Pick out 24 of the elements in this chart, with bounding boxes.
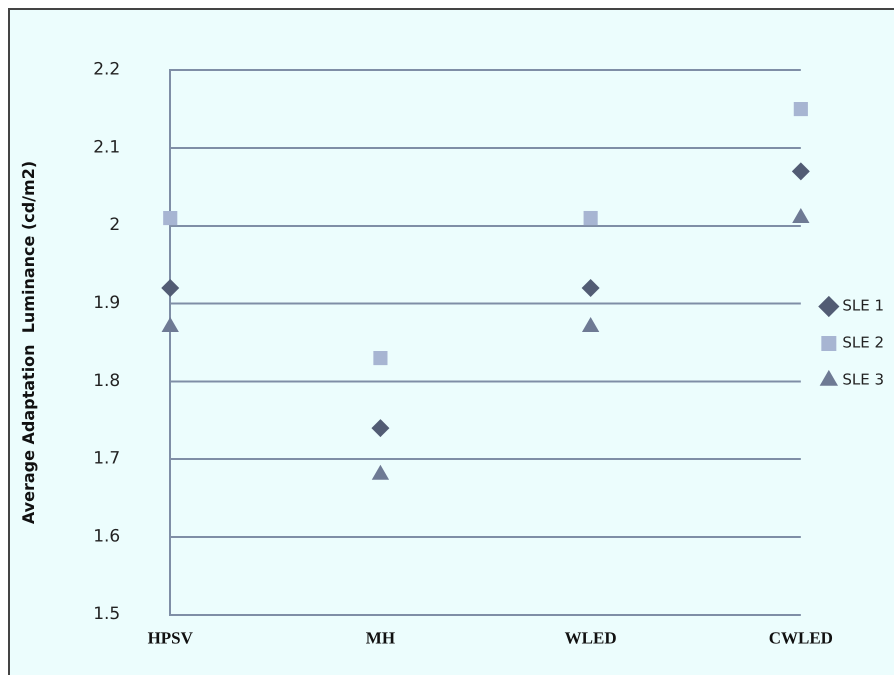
point — [163, 210, 178, 226]
y-tick-label: 2 — [109, 215, 120, 236]
point — [371, 419, 390, 438]
y-tick-label: 2.1 — [93, 137, 120, 158]
point — [161, 279, 180, 298]
legend-label: SLE 2 — [842, 333, 884, 352]
x-tick-label: MH — [366, 628, 396, 648]
y-tick-label: 1.5 — [93, 604, 120, 624]
y-axis-title: Average Adaptation Luminance (cd/m2) — [18, 160, 38, 524]
y-tick-label: 1.9 — [93, 293, 120, 314]
y-tick-label: 1.6 — [93, 526, 120, 546]
point — [584, 210, 598, 226]
y-tick-label: 1.7 — [93, 448, 120, 469]
y-tick-label: 2.2 — [93, 60, 120, 80]
x-tick-label: CWLED — [768, 628, 833, 648]
point — [582, 279, 600, 298]
x-tick-label: HPSV — [148, 628, 194, 648]
legend-label: SLE 1 — [842, 296, 884, 314]
point — [792, 162, 810, 180]
point — [794, 102, 808, 116]
y-tick-label: 1.8 — [93, 370, 120, 391]
x-tick-label: WLED — [564, 628, 617, 648]
point — [373, 350, 388, 366]
legend-label: SLE 3 — [842, 370, 884, 388]
